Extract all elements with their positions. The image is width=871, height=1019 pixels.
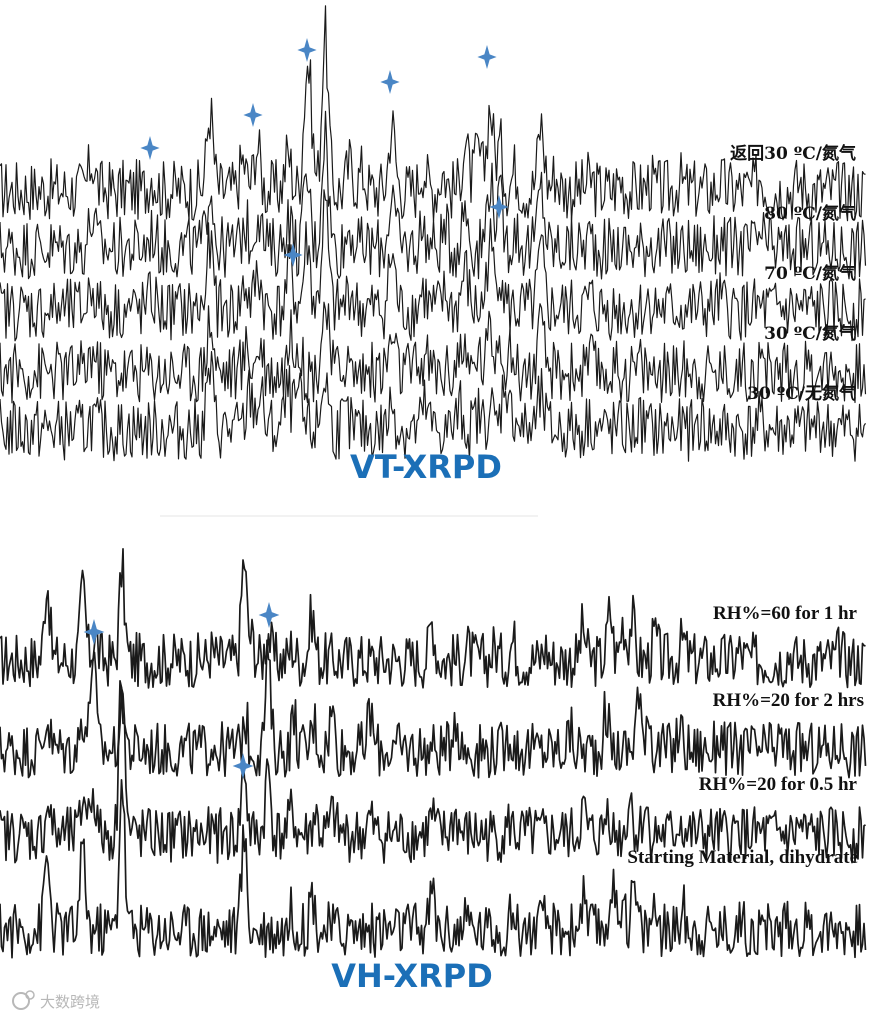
peak-marker-star-icon [83, 619, 105, 645]
peak-marker-star-icon [232, 753, 254, 779]
vh-label-rh20-0.5hr: RH%=20 for 0.5 hr [699, 774, 858, 795]
xrpd-trace [0, 639, 867, 779]
vt-label-return-30c-n2: 返回30 ºC/氮气 [730, 143, 856, 164]
peak-marker-star-icon [477, 45, 497, 69]
watermark: 大数跨境 [12, 990, 100, 1011]
peak-marker-star-icon [489, 195, 509, 219]
vh-xrpd-title: VH-XRPD [331, 957, 493, 995]
xrpd-trace [0, 110, 867, 280]
vt-xrpd-title: VT-XRPD [350, 448, 502, 486]
xrpd-trace [0, 686, 866, 864]
vh-xrpd-panel [0, 548, 867, 959]
vt-label-70c-n2: 70 ºC/氮气 [764, 263, 856, 284]
peak-marker-star-icon [380, 70, 400, 94]
vt-label-30c-no-n2: 30 ºC/无氮气 [747, 383, 856, 404]
watermark-text: 大数跨境 [40, 993, 100, 1011]
xrpd-trace [0, 548, 866, 689]
logo-icon [12, 990, 35, 1010]
xrpd-trace [0, 351, 867, 462]
peak-marker-star-icon [258, 602, 280, 628]
vh-label-rh60-1hr: RH%=60 for 1 hr [713, 603, 858, 624]
xrpd-trace [0, 5, 866, 222]
vt-xrpd-panel [0, 5, 867, 462]
vh-label-rh20-2hrs: RH%=20 for 2 hrs [713, 690, 864, 711]
peak-marker-star-icon [283, 243, 303, 267]
vt-label-80c-n2: 80 ºC/氮气 [764, 203, 856, 224]
xrpd-trace [0, 778, 867, 959]
vh-label-starting-material: Starting Material, dihydrate [627, 847, 858, 868]
peak-marker-star-icon [243, 103, 263, 127]
xrpd-trace [0, 189, 866, 342]
xrpd-trace [0, 301, 867, 404]
peak-marker-star-icon [140, 136, 160, 160]
vt-label-30c-n2: 30 ºC/氮气 [764, 323, 856, 344]
peak-marker-star-icon [297, 38, 317, 62]
